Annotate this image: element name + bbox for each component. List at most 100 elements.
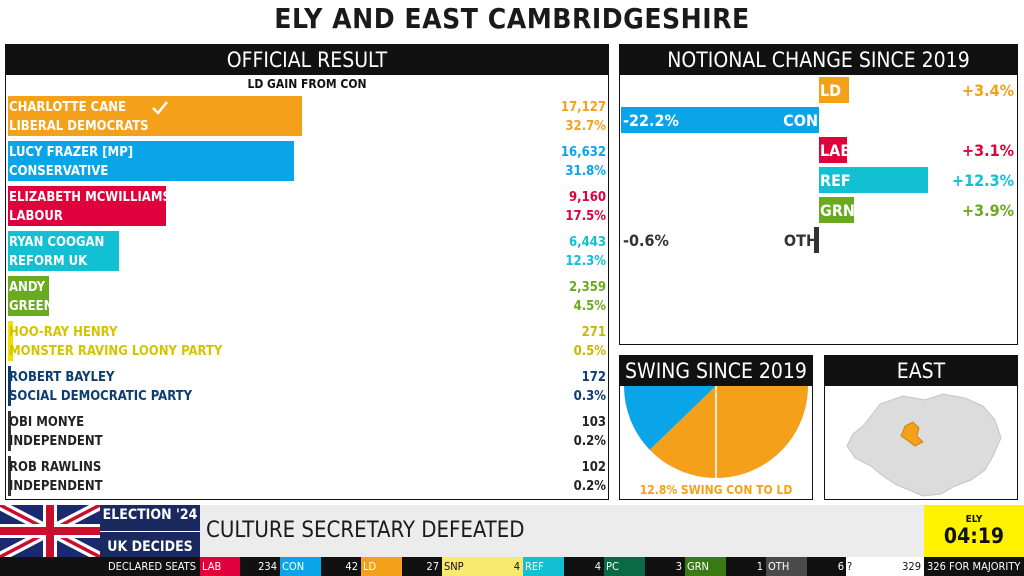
- candidate-row: LUCY FRAZER [MP] CONSERVATIVE 16,632 31.8%: [8, 141, 608, 181]
- change-value: -22.2%: [623, 111, 679, 130]
- seat-count: 42: [345, 560, 358, 573]
- official-result-heading: OFFICIAL RESULT: [6, 45, 608, 75]
- candidate-votes: 102: [581, 460, 606, 475]
- undeclared-marker: ?: [846, 557, 866, 576]
- change-value: +3.1%: [962, 141, 1014, 160]
- seat-color-strip: [280, 557, 321, 576]
- seat-party: PC: [606, 560, 619, 573]
- change-bar: [819, 167, 929, 193]
- candidate-party: SOCIAL DEMOCRATIC PARTY: [9, 389, 193, 404]
- candidate-name: OBI MONYE: [9, 415, 85, 430]
- swing-heading: SWING SINCE 2019: [620, 356, 812, 386]
- candidate-party: GREEN: [9, 299, 54, 314]
- swing-caption: 12.8% SWING CON TO LD: [639, 483, 793, 497]
- notional-change-panel: NOTIONAL CHANGE SINCE 2019 LD +3.4% CON -22…: [619, 44, 1018, 345]
- change-row: OTH -0.6%: [620, 227, 1017, 253]
- candidate-name: ANDY COGAN: [9, 280, 97, 295]
- change-bar: [621, 107, 819, 133]
- vote-share-bar: [8, 321, 13, 361]
- candidate-name: ROB RAWLINS: [9, 460, 102, 475]
- vote-share-bar: [8, 231, 119, 271]
- candidate-party: INDEPENDENT: [9, 434, 103, 449]
- candidate-votes: 6,443: [569, 235, 606, 250]
- candidate-row: ELIZABETH MCWILLIAMS LABOUR 9,160 17.5%: [8, 186, 608, 226]
- candidate-row: ROBERT BAYLEY SOCIAL DEMOCRATIC PARTY 172 0…: [8, 366, 608, 406]
- ely-constituency-highlight: [900, 421, 924, 447]
- candidate-votes: 16,632: [560, 145, 606, 160]
- seat-cell-grn: GRN 1: [685, 557, 766, 576]
- vote-share-bar: [8, 141, 295, 181]
- change-party-label: LAB: [820, 141, 852, 160]
- seat-color-strip: [685, 557, 726, 576]
- result-subheading: LD GAIN FROM CON: [247, 77, 367, 91]
- change-party-label: REF: [820, 171, 851, 190]
- seat-party: CON: [282, 560, 305, 573]
- candidate-votes: 9,160: [569, 190, 606, 205]
- seat-party: GRN: [687, 560, 709, 573]
- swing-panel: SWING SINCE 2019 12.8% SWING CON TO LD: [619, 355, 813, 500]
- seat-cell-snp: SNP 4: [442, 557, 523, 576]
- candidate-name: CHARLOTTE CANE: [9, 100, 127, 115]
- branding-line-2: UK DECIDES: [107, 539, 193, 555]
- change-row: GRN +3.9%: [620, 197, 1017, 223]
- seat-party: SNP: [444, 560, 464, 573]
- seat-color-strip: [442, 557, 523, 576]
- declared-seats-label: DECLARED SEATS: [108, 560, 196, 573]
- region-heading: EAST: [825, 356, 1017, 386]
- candidate-votes: 17,127: [560, 100, 606, 115]
- seat-color-strip: [361, 557, 402, 576]
- candidate-percent: 17.5%: [565, 209, 606, 224]
- change-value: -0.6%: [623, 231, 669, 250]
- seat-cell-ld: LD 27: [361, 557, 442, 576]
- change-bar: [819, 197, 854, 223]
- candidate-party: LABOUR: [9, 209, 63, 224]
- candidate-row: HOO-RAY HENRY MONSTER RAVING LOONY PARTY 2…: [8, 321, 608, 361]
- official-result-panel: OFFICIAL RESULT LD GAIN FROM CON CHARLOT…: [5, 44, 609, 500]
- candidate-percent: 12.3%: [565, 254, 606, 269]
- programme-branding: ELECTION '24 UK DECIDES: [100, 505, 200, 557]
- seat-color-strip: [604, 557, 645, 576]
- seat-count: 4: [594, 560, 601, 573]
- clock-location: ELY: [965, 514, 983, 525]
- seat-party: OTH: [768, 560, 790, 573]
- region-map: [846, 393, 1002, 497]
- branding-line-1: ELECTION '24: [102, 507, 198, 523]
- seat-count: 234: [258, 560, 277, 573]
- vote-share-bar: [8, 366, 11, 406]
- change-bar: [819, 77, 850, 103]
- change-party-label: LD: [820, 81, 842, 100]
- candidate-party: LIBERAL DEMOCRATS: [9, 119, 149, 134]
- region-map-panel: EAST: [824, 355, 1018, 500]
- news-ticker: CULTURE SECRETARY DEFEATED: [200, 505, 924, 557]
- candidate-percent: 0.5%: [573, 344, 606, 359]
- seat-count: 1: [756, 560, 763, 573]
- vote-share-bar: [8, 411, 11, 451]
- candidate-votes: 103: [581, 415, 606, 430]
- change-bar: [813, 227, 819, 253]
- candidate-row: ANDY COGAN GREEN 2,359 4.5%: [8, 276, 608, 316]
- clock-box: ELY 04:19: [924, 505, 1024, 557]
- vote-share-bar: [8, 186, 166, 226]
- candidate-votes: 2,359: [569, 280, 606, 295]
- candidate-percent: 0.2%: [573, 479, 606, 494]
- seat-party: LD: [363, 560, 377, 573]
- change-party-label: OTH: [783, 231, 818, 250]
- change-row: CON -22.2%: [620, 107, 1017, 133]
- change-row: LAB +3.1%: [620, 137, 1017, 163]
- candidate-percent: 0.2%: [573, 434, 606, 449]
- candidate-party: INDEPENDENT: [9, 479, 103, 494]
- constituency-title: ELY AND EAST CAMBRIDGESHIRE: [274, 2, 750, 35]
- candidate-name: ROBERT BAYLEY: [9, 370, 115, 385]
- candidate-votes: 172: [581, 370, 606, 385]
- candidate-party: MONSTER RAVING LOONY PARTY: [9, 344, 223, 359]
- candidate-party: CONSERVATIVE: [9, 164, 109, 179]
- seat-cell-lab: LAB 234: [200, 557, 280, 576]
- seat-cell-pc: PC 3: [604, 557, 685, 576]
- seat-color-strip: [523, 557, 564, 576]
- seat-party: LAB: [202, 560, 222, 573]
- seat-color-strip: [766, 557, 807, 576]
- swing-gauge: [624, 386, 808, 479]
- change-party-label: GRN: [820, 201, 855, 220]
- candidate-percent: 32.7%: [565, 119, 606, 134]
- notional-change-heading: NOTIONAL CHANGE SINCE 2019: [620, 45, 1017, 75]
